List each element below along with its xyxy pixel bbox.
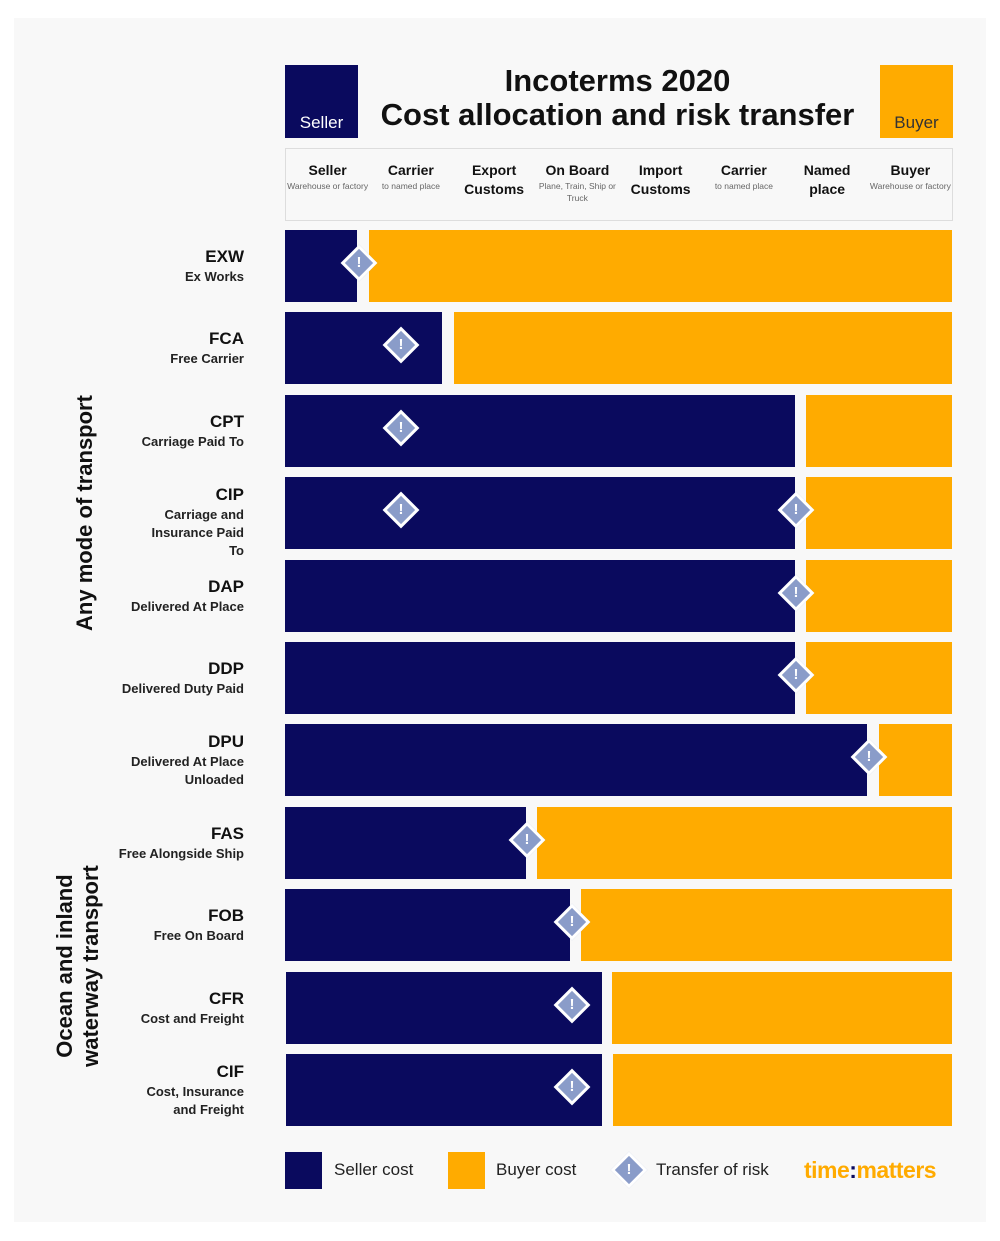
seller-cost-bar-cip bbox=[285, 477, 795, 549]
seller-header-box: Seller bbox=[285, 65, 358, 138]
term-code: EXW bbox=[205, 247, 244, 266]
term-name: Free Carrier bbox=[170, 351, 244, 366]
seller-cost-bar-fca bbox=[285, 312, 442, 384]
term-name: Ex Works bbox=[184, 269, 244, 284]
term-label-dap: DAP Delivered At Place bbox=[44, 576, 244, 616]
stage-sub: to named place bbox=[714, 181, 773, 191]
group-any-text: Any mode of transport bbox=[72, 395, 97, 631]
seller-cost-bar-cfr bbox=[286, 972, 602, 1044]
term-code: CIF bbox=[216, 1062, 244, 1081]
stage-name: Seller bbox=[308, 162, 347, 178]
stage-0: Seller Warehouse or factory bbox=[286, 149, 369, 220]
term-code: DDP bbox=[208, 659, 244, 678]
group-label-any-mode: Any mode of transport bbox=[72, 383, 98, 643]
group-ocean-line2: waterway transport bbox=[78, 865, 103, 1067]
term-name: Delivered At Place Unloaded bbox=[131, 754, 244, 787]
buyer-cost-bar-cpt bbox=[806, 395, 952, 467]
buyer-cost-bar-dap bbox=[806, 560, 952, 632]
term-label-cif: CIF Cost, Insurance and Freight bbox=[144, 1061, 244, 1119]
stage-name: Export Customs bbox=[464, 162, 525, 197]
seller-header-label: Seller bbox=[299, 113, 344, 132]
buyer-cost-bar-fca bbox=[454, 312, 952, 384]
seller-cost-bar-dap bbox=[285, 560, 795, 632]
group-ocean-line1: Ocean and inland bbox=[52, 874, 77, 1058]
stage-name: Carrier bbox=[387, 162, 434, 178]
stage-sub: Plane, Train, Ship or Truck bbox=[538, 181, 616, 203]
stage-name: Buyer bbox=[890, 162, 931, 178]
stage-1: Carrier to named place bbox=[369, 149, 452, 220]
stage-3: On Board Plane, Train, Ship or Truck bbox=[536, 149, 619, 220]
stage-header: Seller Warehouse or factory Carrier to name… bbox=[285, 148, 953, 221]
title-line-1: Incoterms 2020 bbox=[504, 63, 731, 98]
stage-name: On Board bbox=[545, 162, 610, 178]
buyer-cost-bar-exw bbox=[369, 230, 952, 302]
stage-sub: Warehouse or factory bbox=[869, 181, 951, 191]
stage-sub: to named place bbox=[381, 181, 440, 191]
term-label-fas: FAS Free Alongside Ship bbox=[44, 823, 244, 863]
stage-6: Named place bbox=[786, 149, 869, 220]
seller-cost-bar-fas bbox=[285, 807, 526, 879]
page-title: Incoterms 2020 Cost allocation and risk … bbox=[360, 64, 875, 132]
term-label-exw: EXW Ex Works bbox=[44, 246, 244, 286]
time-matters-logo: time:matters bbox=[804, 1157, 937, 1183]
term-name: Free Alongside Ship bbox=[118, 846, 244, 861]
term-code: CFR bbox=[209, 989, 244, 1008]
seller-cost-bar-dpu bbox=[285, 724, 867, 796]
term-name: Delivered Duty Paid bbox=[121, 681, 244, 696]
term-name: Free On Board bbox=[153, 928, 244, 943]
term-code: FOB bbox=[208, 906, 244, 925]
legend-buyer-label: Buyer cost bbox=[496, 1160, 577, 1179]
stage-name: Import Customs bbox=[630, 162, 691, 197]
buyer-cost-bar-ddp bbox=[806, 642, 952, 714]
buyer-cost-bar-fob bbox=[581, 889, 952, 961]
term-code: CIP bbox=[215, 485, 244, 504]
term-label-fob: FOB Free On Board bbox=[44, 905, 244, 945]
term-label-dpu: DPU Delivered At Place Unloaded bbox=[129, 731, 244, 789]
buyer-cost-bar-fas bbox=[537, 807, 952, 879]
stage-2: Export Customs bbox=[453, 149, 536, 220]
term-label-fca: FCA Free Carrier bbox=[44, 328, 244, 368]
term-label-ddp: DDP Delivered Duty Paid bbox=[44, 658, 244, 698]
stage-5: Carrier to named place bbox=[702, 149, 785, 220]
term-code: DAP bbox=[208, 577, 244, 596]
buyer-cost-bar-dpu bbox=[879, 724, 952, 796]
seller-cost-bar-fob bbox=[285, 889, 570, 961]
term-name: Carriage Paid To bbox=[141, 434, 244, 449]
legend-seller-label: Seller cost bbox=[334, 1160, 414, 1179]
buyer-header-box: Buyer bbox=[880, 65, 953, 138]
term-code: DPU bbox=[208, 732, 244, 751]
term-name: Delivered At Place bbox=[131, 599, 244, 614]
term-code: FCA bbox=[209, 329, 244, 348]
seller-cost-bar-cpt bbox=[285, 395, 795, 467]
stage-sub: Warehouse or factory bbox=[287, 181, 369, 191]
legend-risk-label: Transfer of risk bbox=[656, 1160, 769, 1179]
stage-name: Carrier bbox=[720, 162, 767, 178]
buyer-cost-bar-cip bbox=[806, 477, 952, 549]
stage-7: Buyer Warehouse or factory bbox=[869, 149, 952, 220]
title-line-2: Cost allocation and risk transfer bbox=[380, 97, 855, 132]
term-name: Carriage and Insurance Paid To bbox=[151, 507, 244, 558]
seller-cost-bar-ddp bbox=[285, 642, 795, 714]
term-label-cfr: CFR Cost and Freight bbox=[44, 988, 244, 1028]
term-label-cip: CIP Carriage and Insurance Paid To bbox=[134, 484, 244, 560]
seller-cost-bar-cif bbox=[286, 1054, 602, 1126]
term-name: Cost and Freight bbox=[140, 1011, 244, 1026]
buyer-header-label: Buyer bbox=[894, 113, 939, 132]
term-code: FAS bbox=[210, 824, 244, 843]
stage-name: Named place bbox=[803, 162, 851, 197]
legend-seller-swatch bbox=[285, 1152, 322, 1189]
term-code: CPT bbox=[210, 412, 244, 431]
stage-4: Import Customs bbox=[619, 149, 702, 220]
buyer-cost-bar-cfr bbox=[612, 972, 952, 1044]
group-label-ocean: Ocean and inland waterway transport bbox=[52, 836, 104, 1096]
term-label-cpt: CPT Carriage Paid To bbox=[44, 411, 244, 451]
legend-buyer-swatch bbox=[448, 1152, 485, 1189]
term-name: Cost, Insurance and Freight bbox=[146, 1084, 244, 1117]
buyer-cost-bar-cif bbox=[613, 1054, 952, 1126]
